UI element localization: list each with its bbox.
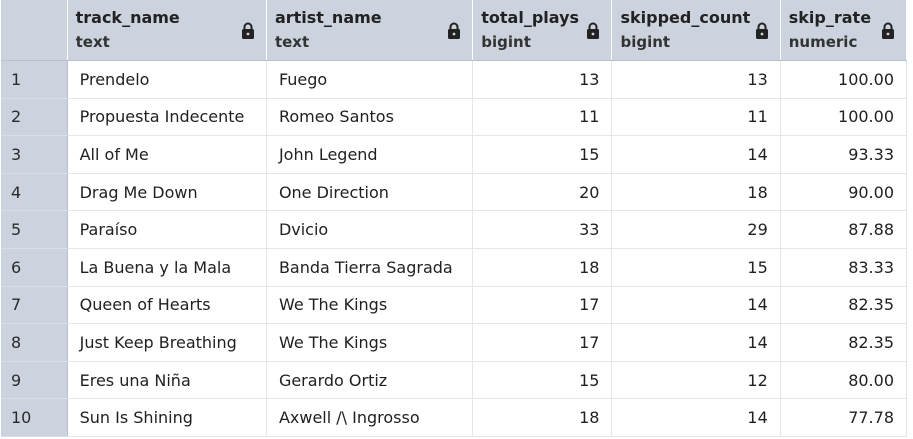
cell-skip-rate[interactable]: 80.00 <box>780 361 908 400</box>
column-name: total_plays <box>481 8 580 27</box>
cell-skipped-count[interactable]: 14 <box>611 135 781 174</box>
column-name: track_name <box>75 8 180 27</box>
cell-artist-name[interactable]: John Legend <box>266 135 474 174</box>
cell-track-name[interactable]: Just Keep Breathing <box>67 323 267 362</box>
cell-total-plays[interactable]: 18 <box>472 248 613 287</box>
cell-total-plays[interactable]: 17 <box>472 323 613 362</box>
cell-track-name[interactable]: Paraíso <box>67 210 267 249</box>
cell-track-name[interactable]: Queen of Hearts <box>67 286 267 325</box>
cell-skip-rate[interactable]: 83.33 <box>780 248 908 287</box>
table-row[interactable]: 6 La Buena y la Mala Banda Tierra Sagrad… <box>1 248 908 287</box>
cell-track-name[interactable]: All of Me <box>67 135 267 174</box>
column-header-skipped-count[interactable]: skipped_count bigint <box>611 0 781 61</box>
row-number[interactable]: 10 <box>1 398 68 437</box>
column-type: bigint <box>481 33 531 51</box>
lock-icon <box>882 22 894 39</box>
row-number[interactable]: 7 <box>1 286 68 325</box>
cell-skipped-count[interactable]: 18 <box>611 173 781 212</box>
cell-track-name[interactable]: Drag Me Down <box>67 173 267 212</box>
cell-artist-name[interactable]: One Direction <box>266 173 474 212</box>
cell-total-plays[interactable]: 13 <box>472 60 613 99</box>
cell-skipped-count[interactable]: 14 <box>611 286 781 325</box>
cell-track-name[interactable]: La Buena y la Mala <box>67 248 267 287</box>
column-header-track-name[interactable]: track_name text <box>67 0 267 61</box>
cell-skip-rate[interactable]: 100.00 <box>780 60 908 99</box>
cell-skipped-count[interactable]: 12 <box>611 361 781 400</box>
row-number[interactable]: 3 <box>1 135 68 174</box>
select-all-corner[interactable] <box>1 0 68 61</box>
table-row[interactable]: 8 Just Keep Breathing We The Kings 17 14… <box>1 323 908 362</box>
cell-artist-name[interactable]: Axwell /\ Ingrosso <box>266 398 474 437</box>
row-number[interactable]: 4 <box>1 173 68 212</box>
row-number[interactable]: 1 <box>1 60 68 99</box>
cell-skipped-count[interactable]: 14 <box>611 323 781 362</box>
row-number[interactable]: 8 <box>1 323 68 362</box>
cell-artist-name[interactable]: Romeo Santos <box>266 98 474 137</box>
column-name: skip_rate <box>788 8 872 27</box>
column-type: text <box>274 33 310 51</box>
cell-track-name[interactable]: Eres una Niña <box>67 361 267 400</box>
cell-skipped-count[interactable]: 13 <box>611 60 781 99</box>
cell-track-name[interactable]: Sun Is Shining <box>67 398 267 437</box>
cell-artist-name[interactable]: Fuego <box>266 60 474 99</box>
cell-skipped-count[interactable]: 14 <box>611 398 781 437</box>
lock-icon <box>448 22 461 39</box>
table-row[interactable]: 1 Prendelo Fuego 13 13 100.00 <box>1 60 908 99</box>
cell-artist-name[interactable]: We The Kings <box>266 286 474 325</box>
cell-skip-rate[interactable]: 82.35 <box>780 286 908 325</box>
cell-skip-rate[interactable]: 82.35 <box>780 323 908 362</box>
cell-skip-rate[interactable]: 93.33 <box>780 135 908 174</box>
table-row[interactable]: 10 Sun Is Shining Axwell /\ Ingrosso 18 … <box>1 398 908 437</box>
cell-artist-name[interactable]: Gerardo Ortiz <box>266 361 474 400</box>
table-row[interactable]: 5 Paraíso Dvicio 33 29 87.88 <box>1 210 908 249</box>
cell-artist-name[interactable]: We The Kings <box>266 323 474 362</box>
cell-total-plays[interactable]: 17 <box>472 286 613 325</box>
table-row[interactable]: 3 All of Me John Legend 15 14 93.33 <box>1 135 908 174</box>
cell-total-plays[interactable]: 11 <box>472 98 613 137</box>
lock-icon <box>587 22 600 39</box>
cell-skipped-count[interactable]: 11 <box>611 98 781 137</box>
cell-total-plays[interactable]: 33 <box>472 210 613 249</box>
column-header-artist-name[interactable]: artist_name text <box>266 0 474 61</box>
column-header-total-plays[interactable]: total_plays bigint <box>472 0 613 61</box>
row-number[interactable]: 6 <box>1 248 68 287</box>
column-header-skip-rate[interactable]: skip_rate numeric <box>780 0 908 61</box>
cell-skip-rate[interactable]: 90.00 <box>780 173 908 212</box>
column-type: bigint <box>620 33 671 51</box>
cell-skip-rate[interactable]: 100.00 <box>780 98 908 137</box>
cell-skip-rate[interactable]: 77.78 <box>780 398 908 437</box>
table-row[interactable]: 4 Drag Me Down One Direction 20 18 90.00 <box>1 173 908 212</box>
cell-skip-rate[interactable]: 87.88 <box>780 210 908 249</box>
cell-skipped-count[interactable]: 29 <box>611 210 781 249</box>
cell-skipped-count[interactable]: 15 <box>611 248 781 287</box>
cell-total-plays[interactable]: 15 <box>472 135 613 174</box>
cell-total-plays[interactable]: 18 <box>472 398 613 437</box>
cell-total-plays[interactable]: 20 <box>472 173 613 212</box>
row-number[interactable]: 9 <box>1 361 68 400</box>
row-number[interactable]: 2 <box>1 98 68 137</box>
column-type: numeric <box>788 33 858 51</box>
lock-icon <box>755 22 768 39</box>
table-row[interactable]: 9 Eres una Niña Gerardo Ortiz 15 12 80.0… <box>1 361 908 400</box>
column-name: skipped_count <box>620 8 751 27</box>
cell-artist-name[interactable]: Banda Tierra Sagrada <box>266 248 474 287</box>
table-row[interactable]: 7 Queen of Hearts We The Kings 17 14 82.… <box>1 286 908 325</box>
cell-track-name[interactable]: Prendelo <box>67 60 267 99</box>
cell-total-plays[interactable]: 15 <box>472 361 613 400</box>
table-row[interactable]: 2 Propuesta Indecente Romeo Santos 11 11… <box>1 98 908 137</box>
cell-track-name[interactable]: Propuesta Indecente <box>67 98 267 137</box>
header-row: track_name text artist_name text total_p… <box>1 0 908 61</box>
column-name: artist_name <box>274 8 382 27</box>
cell-artist-name[interactable]: Dvicio <box>266 210 474 249</box>
row-number[interactable]: 5 <box>1 210 68 249</box>
lock-icon <box>241 22 254 39</box>
column-type: text <box>75 33 110 51</box>
